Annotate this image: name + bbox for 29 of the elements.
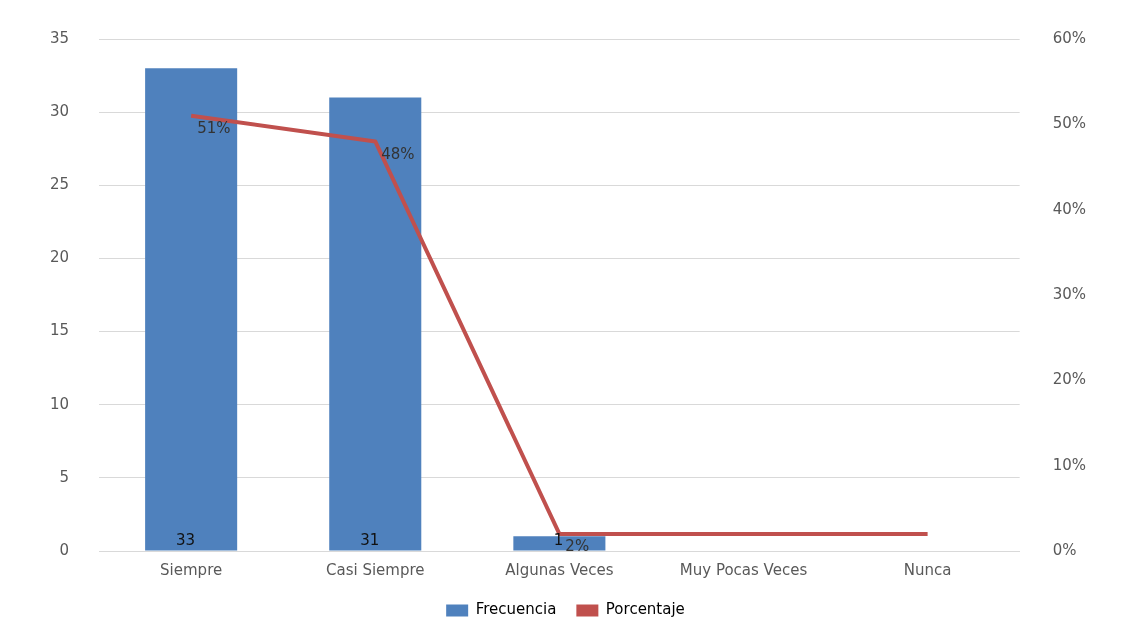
data-label: 33 bbox=[176, 530, 196, 549]
x-tick-label: Casi Siempre bbox=[325, 560, 425, 579]
bar bbox=[329, 97, 422, 551]
y-tick-label: 35 bbox=[49, 28, 70, 47]
legend-label: Frecuencia bbox=[475, 600, 557, 619]
y2-tick-label: 30% bbox=[1052, 284, 1086, 303]
y2-tick-label: 60% bbox=[1052, 28, 1086, 47]
y-tick-label: 10 bbox=[49, 394, 70, 413]
y-tick-label: 15 bbox=[49, 321, 70, 340]
y-tick-label: 0 bbox=[59, 540, 70, 559]
y2-tick-label: 0% bbox=[1052, 540, 1077, 559]
y2-tick-label: 50% bbox=[1052, 114, 1086, 133]
data-label: 31 bbox=[360, 530, 380, 549]
data-label: 48% bbox=[381, 144, 415, 163]
bar bbox=[145, 68, 238, 551]
x-tick-label: Algunas Veces bbox=[505, 560, 614, 579]
y2-tick-label: 10% bbox=[1052, 455, 1086, 474]
y-tick-label: 20 bbox=[49, 248, 70, 267]
x-tick-label: Nunca bbox=[903, 560, 952, 579]
data-label: 51% bbox=[197, 119, 231, 138]
y-tick-label: 25 bbox=[49, 175, 70, 194]
y2-tick-label: 40% bbox=[1052, 199, 1086, 218]
x-tick-label: Muy Pocas Veces bbox=[679, 560, 808, 579]
y-tick-label: 5 bbox=[59, 467, 70, 486]
y2-tick-label: 20% bbox=[1052, 370, 1086, 389]
legend-label: Porcentaje bbox=[605, 600, 685, 619]
y-tick-label: 30 bbox=[49, 102, 70, 121]
data-label: 1 bbox=[553, 530, 564, 549]
x-tick-label: Siempre bbox=[160, 560, 223, 579]
